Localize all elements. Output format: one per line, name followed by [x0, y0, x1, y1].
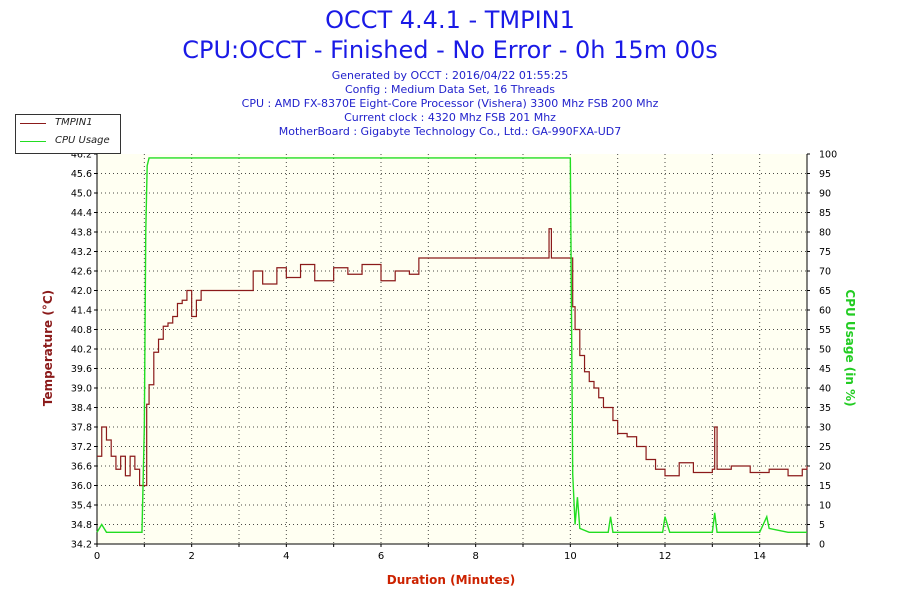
y-left-tick-label: 35.4	[71, 501, 92, 512]
y-right-tick-label: 0	[819, 540, 825, 551]
legend-item-cpu-usage: CPU Usage	[16, 134, 120, 150]
x-axis-label: Duration (Minutes)	[387, 573, 515, 587]
y-right-tick-label: 30	[819, 423, 831, 434]
info-config: Config : Medium Data Set, 16 Threads	[345, 83, 555, 96]
legend-label-cpu-usage: CPU Usage	[55, 135, 110, 146]
y-left-tick-label: 39.0	[71, 384, 92, 395]
y-right-tick-label: 70	[819, 267, 831, 278]
y-left-tick-label: 34.2	[71, 540, 92, 551]
x-tick-label: 10	[564, 551, 577, 562]
y-right-tick-label: 90	[819, 189, 831, 200]
chart-title: OCCT 4.4.1 - TMPIN1	[325, 6, 575, 34]
x-tick-label: 12	[659, 551, 672, 562]
series-line-tmpin1	[97, 228, 808, 487]
series-line-cpu-usage	[96, 157, 807, 533]
x-tick-label: 2	[188, 551, 194, 562]
legend-label-tmpin1: TMPIN1	[55, 117, 93, 128]
legend: TMPIN1 CPU Usage	[15, 114, 121, 154]
y-axis-left-label: Temperature (°C)	[41, 290, 55, 406]
y-left-tick-label: 43.2	[71, 247, 92, 258]
y-right-tick-label: 25	[819, 442, 831, 453]
y-right-tick-label: 80	[819, 228, 831, 239]
y-left-tick-label: 39.6	[71, 364, 92, 375]
y-right-tick-label: 50	[819, 345, 831, 356]
y-left-tick-label: 45.6	[71, 169, 92, 180]
y-right-tick-label: 35	[819, 403, 831, 414]
y-right-tick-label: 100	[819, 150, 837, 161]
plot-area	[97, 154, 807, 544]
x-tick-label: 0	[94, 551, 100, 562]
legend-swatch-cpu-usage	[20, 141, 46, 142]
y-left-tick-label: 38.4	[71, 403, 92, 414]
y-left-tick-label: 37.8	[71, 423, 92, 434]
info-motherboard: MotherBoard : Gigabyte Technology Co., L…	[278, 125, 622, 138]
y-axis-right-label: CPU Usage (in %)	[843, 289, 857, 406]
x-tick-label: 6	[378, 551, 384, 562]
y-right-tick-label: 95	[819, 169, 831, 180]
y-right-tick-label: 75	[819, 247, 831, 258]
y-right-tick-label: 85	[819, 208, 831, 219]
y-right-tick-label: 55	[819, 325, 831, 336]
y-right-tick-label: 5	[819, 520, 825, 531]
info-cpu: CPU : AMD FX-8370E Eight-Core Processor …	[241, 97, 659, 110]
x-tick-label: 4	[283, 551, 289, 562]
x-tick-label: 14	[753, 551, 766, 562]
y-right-tick-label: 45	[819, 364, 831, 375]
y-right-tick-label: 65	[819, 286, 831, 297]
chart-subtitle: CPU:OCCT - Finished - No Error - 0h 15m …	[182, 36, 718, 64]
y-left-tick-label: 36.6	[71, 462, 92, 473]
legend-item-tmpin1: TMPIN1	[16, 116, 120, 132]
y-left-tick-label: 40.8	[71, 325, 92, 336]
y-left-tick-label: 41.4	[71, 306, 92, 317]
y-left-tick-label: 40.2	[71, 345, 92, 356]
y-left-tick-label: 45.0	[71, 189, 92, 200]
y-left-tick-label: 36.0	[71, 481, 92, 492]
y-right-tick-label: 40	[819, 384, 831, 395]
y-right-tick-label: 10	[819, 501, 831, 512]
info-generated: Generated by OCCT : 2016/04/22 01:55:25	[331, 69, 569, 82]
y-left-tick-label: 43.8	[71, 228, 92, 239]
y-right-tick-label: 20	[819, 462, 831, 473]
x-tick-label: 8	[472, 551, 478, 562]
info-clock: Current clock : 4320 Mhz FSB 201 Mhz	[344, 111, 556, 124]
y-left-tick-label: 37.2	[71, 442, 92, 453]
y-left-tick-label: 46.2	[71, 150, 92, 161]
y-right-tick-label: 15	[819, 481, 831, 492]
y-left-tick-label: 42.6	[71, 267, 92, 278]
legend-swatch-tmpin1	[20, 123, 46, 124]
y-left-tick-label: 44.4	[71, 208, 92, 219]
y-left-tick-label: 34.8	[71, 520, 92, 531]
y-left-tick-label: 42.0	[71, 286, 92, 297]
y-right-tick-label: 60	[819, 306, 831, 317]
